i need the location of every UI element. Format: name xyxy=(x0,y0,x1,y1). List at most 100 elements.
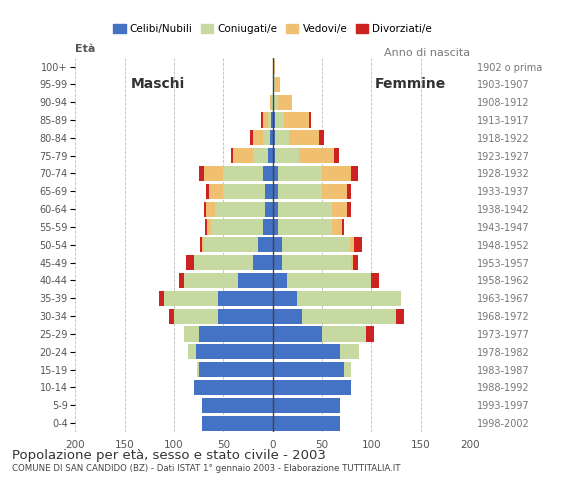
Bar xyxy=(198,166,204,181)
Bar xyxy=(258,237,273,252)
Bar xyxy=(334,148,339,163)
Bar xyxy=(342,219,343,235)
Bar xyxy=(205,219,206,235)
Text: COMUNE DI SAN CANDIDO (BZ) - Dati ISTAT 1° gennaio 2003 - Elaborazione TUTTITALI: COMUNE DI SAN CANDIDO (BZ) - Dati ISTAT … xyxy=(12,464,400,473)
Bar xyxy=(169,309,174,324)
Bar xyxy=(284,112,309,128)
Bar xyxy=(253,148,268,163)
Bar xyxy=(332,219,342,235)
Bar xyxy=(209,184,223,199)
Bar xyxy=(200,237,202,252)
Bar xyxy=(273,397,340,413)
Bar xyxy=(288,273,371,288)
Bar xyxy=(332,202,347,217)
Bar xyxy=(263,166,273,181)
Text: Femmine: Femmine xyxy=(375,77,447,91)
Bar xyxy=(273,326,322,342)
Bar xyxy=(253,255,273,270)
Bar xyxy=(273,59,274,74)
Bar xyxy=(206,219,212,235)
Bar xyxy=(278,95,292,110)
Bar xyxy=(273,130,274,145)
Bar xyxy=(198,362,273,377)
Bar xyxy=(188,344,195,360)
Bar xyxy=(340,344,360,360)
Bar xyxy=(223,184,264,199)
Bar xyxy=(179,273,184,288)
Legend: Celibi/Nubili, Coniugati/e, Vedovi/e, Divorziati/e: Celibi/Nubili, Coniugati/e, Vedovi/e, Di… xyxy=(109,20,436,38)
Bar xyxy=(202,397,273,413)
Bar xyxy=(354,237,362,252)
Bar xyxy=(233,148,253,163)
Bar xyxy=(273,77,274,92)
Bar xyxy=(353,255,358,270)
Bar xyxy=(278,184,322,199)
Bar xyxy=(273,416,340,431)
Bar xyxy=(347,202,351,217)
Bar xyxy=(273,202,278,217)
Bar xyxy=(205,202,215,217)
Bar xyxy=(212,219,263,235)
Bar xyxy=(273,362,343,377)
Bar xyxy=(273,255,282,270)
Bar xyxy=(273,237,282,252)
Bar xyxy=(309,112,311,128)
Bar xyxy=(319,130,324,145)
Bar xyxy=(351,166,358,181)
Bar xyxy=(347,184,351,199)
Bar xyxy=(204,237,258,252)
Bar xyxy=(186,255,194,270)
Bar xyxy=(273,380,351,395)
Bar xyxy=(263,219,273,235)
Bar xyxy=(273,95,278,110)
Bar xyxy=(396,309,404,324)
Text: Maschi: Maschi xyxy=(130,77,185,91)
Bar xyxy=(271,112,273,128)
Bar xyxy=(197,362,198,377)
Bar xyxy=(282,255,351,270)
Bar xyxy=(231,148,233,163)
Bar xyxy=(263,130,270,145)
Bar xyxy=(351,255,353,270)
Bar xyxy=(263,112,268,128)
Bar xyxy=(204,202,205,217)
Text: Anno di nascita: Anno di nascita xyxy=(384,48,470,58)
Bar xyxy=(273,273,288,288)
Bar xyxy=(371,273,379,288)
Bar xyxy=(215,202,264,217)
Text: Età: Età xyxy=(75,44,96,54)
Bar xyxy=(271,95,273,110)
Bar xyxy=(264,184,273,199)
Bar xyxy=(297,291,401,306)
Bar xyxy=(322,184,347,199)
Bar xyxy=(205,184,209,199)
Bar xyxy=(194,380,273,395)
Bar xyxy=(238,273,273,288)
Bar xyxy=(250,130,253,145)
Bar xyxy=(278,202,332,217)
Bar xyxy=(274,148,299,163)
Bar xyxy=(160,291,164,306)
Bar xyxy=(343,362,351,377)
Bar xyxy=(264,202,273,217)
Bar xyxy=(282,237,350,252)
Bar xyxy=(184,326,198,342)
Bar xyxy=(268,148,273,163)
Bar xyxy=(273,344,340,360)
Bar xyxy=(219,291,273,306)
Bar xyxy=(273,219,278,235)
Bar xyxy=(278,219,332,235)
Bar xyxy=(204,166,223,181)
Bar xyxy=(273,166,278,181)
Bar xyxy=(273,309,302,324)
Bar xyxy=(219,309,273,324)
Bar xyxy=(184,273,238,288)
Bar xyxy=(164,291,219,306)
Bar xyxy=(270,95,271,110)
Bar xyxy=(202,237,204,252)
Bar xyxy=(274,130,289,145)
Bar xyxy=(202,416,273,431)
Bar xyxy=(268,112,271,128)
Bar xyxy=(299,148,334,163)
Bar xyxy=(273,148,274,163)
